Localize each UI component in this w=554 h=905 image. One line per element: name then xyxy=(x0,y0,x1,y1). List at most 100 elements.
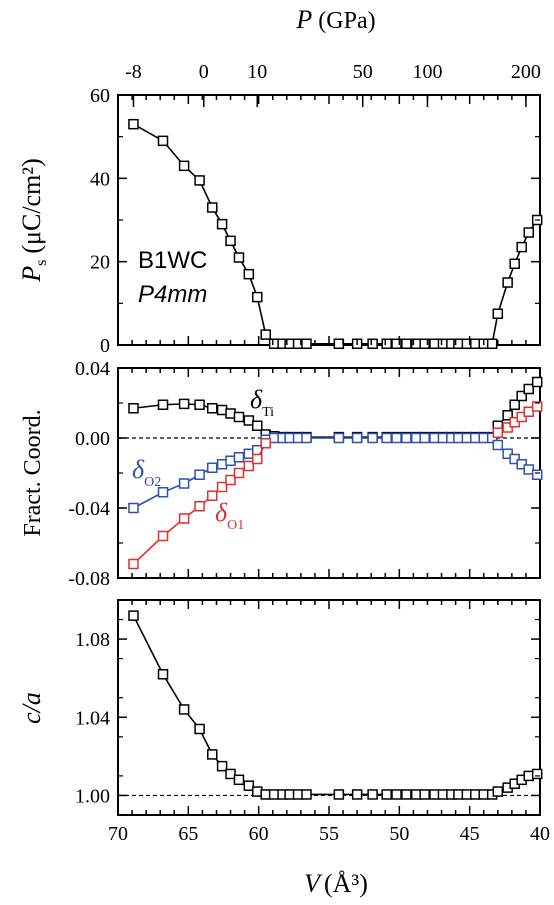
data-point xyxy=(233,252,245,263)
data-point xyxy=(492,308,504,319)
data-point xyxy=(419,338,430,349)
data-point xyxy=(216,459,228,470)
data-point xyxy=(531,401,543,412)
data-point xyxy=(437,789,449,800)
data-point xyxy=(128,118,139,130)
data-point xyxy=(492,439,504,451)
y-tick-label: -0.04 xyxy=(68,498,110,520)
data-point xyxy=(502,410,513,421)
data-point xyxy=(453,432,464,444)
data-point xyxy=(225,235,236,247)
data-point xyxy=(284,789,295,800)
series-label-symbol: δ xyxy=(250,385,263,414)
data-point xyxy=(157,135,169,147)
data-point xyxy=(206,749,218,760)
data-point xyxy=(216,218,228,230)
data-point xyxy=(178,704,190,715)
y-axis-title-subscript: s xyxy=(33,260,50,266)
data-point xyxy=(391,338,402,349)
series-label-subscript: O1 xyxy=(227,518,244,533)
x-tick-label: 45 xyxy=(460,823,480,845)
data-point xyxy=(292,789,304,800)
data-point xyxy=(301,338,312,349)
data-point xyxy=(516,390,527,402)
data-point xyxy=(268,338,280,349)
data-point xyxy=(157,669,169,680)
data-point xyxy=(260,438,271,449)
data-point xyxy=(252,786,263,797)
y-axis-title-symbol: P xyxy=(17,266,46,283)
data-point xyxy=(268,789,280,800)
annotation-method: B1WC xyxy=(138,247,207,274)
x-tick-label: 60 xyxy=(249,823,269,845)
y-tick-label: 60 xyxy=(90,85,110,107)
y-tick-label: -0.08 xyxy=(68,568,110,590)
data-point xyxy=(391,789,402,800)
series-line-bottom-0 xyxy=(132,615,538,796)
data-point xyxy=(194,399,205,410)
data-point xyxy=(260,329,271,340)
data-point xyxy=(523,770,534,782)
data-point xyxy=(351,432,363,444)
data-point xyxy=(301,789,312,800)
annotation-space-group: P4mm xyxy=(138,281,207,308)
data-point xyxy=(194,723,205,735)
data-point xyxy=(351,789,363,800)
data-point xyxy=(461,432,473,444)
data-point xyxy=(206,490,218,501)
data-point xyxy=(531,768,543,780)
y-tick-label: 0.00 xyxy=(75,428,110,450)
data-point xyxy=(531,469,543,480)
x-tick-label: 50 xyxy=(389,823,409,845)
series-label-ti: δTi xyxy=(250,385,274,420)
data-point xyxy=(391,432,402,444)
y-axis-title-bottom: c/a xyxy=(17,692,46,724)
data-point xyxy=(157,530,169,542)
top-axis-tick-label: 10 xyxy=(247,61,267,83)
x-tick-label: 55 xyxy=(319,823,339,845)
data-point xyxy=(233,411,245,423)
reference-lines xyxy=(118,437,540,797)
data-point xyxy=(216,760,228,772)
data-point xyxy=(437,432,449,444)
data-point xyxy=(128,403,139,414)
y-tick-label: 40 xyxy=(90,168,110,190)
data-point xyxy=(128,502,139,514)
data-point xyxy=(333,432,345,444)
data-point xyxy=(367,789,378,800)
data-point xyxy=(486,338,498,349)
data-point xyxy=(178,513,190,524)
data-point xyxy=(419,432,430,444)
data-point xyxy=(492,786,504,797)
y-tick-label: 1.00 xyxy=(75,785,110,807)
x-axis-title-symbol: V xyxy=(304,869,323,898)
data-point xyxy=(478,789,489,800)
data-point xyxy=(252,453,263,465)
data-point xyxy=(470,338,481,349)
series-label-subscript: Ti xyxy=(262,405,274,420)
data-point xyxy=(470,789,481,800)
x-axis-title: V (Å³) xyxy=(304,869,368,898)
series-label-o2: δO2 xyxy=(132,455,161,490)
top-axis-title-symbol: P xyxy=(295,5,312,34)
data-point xyxy=(216,481,228,493)
data-point xyxy=(492,427,504,438)
data-point xyxy=(523,227,534,238)
data-point xyxy=(233,452,245,463)
top-axis-title-unit: (GPa) xyxy=(318,8,375,34)
data-point xyxy=(225,768,236,780)
x-tick-label: 70 xyxy=(108,823,128,845)
x-axis-title-unit: (Å³) xyxy=(324,869,368,898)
labels: 0 20 40 60 -0.08 -0.04 0.00 0.04 1.00 1.04 1.08 -8 0… xyxy=(17,5,550,898)
data-point xyxy=(178,398,190,410)
data-point xyxy=(206,202,218,213)
y-tick-label: 0 xyxy=(100,335,110,357)
data-point xyxy=(128,610,139,621)
data-point xyxy=(401,789,412,800)
data-point xyxy=(429,432,440,444)
series-line-top-0 xyxy=(133,123,538,345)
series-label-symbol: δ xyxy=(132,455,145,484)
data-point xyxy=(284,432,295,444)
data-point xyxy=(429,338,440,349)
